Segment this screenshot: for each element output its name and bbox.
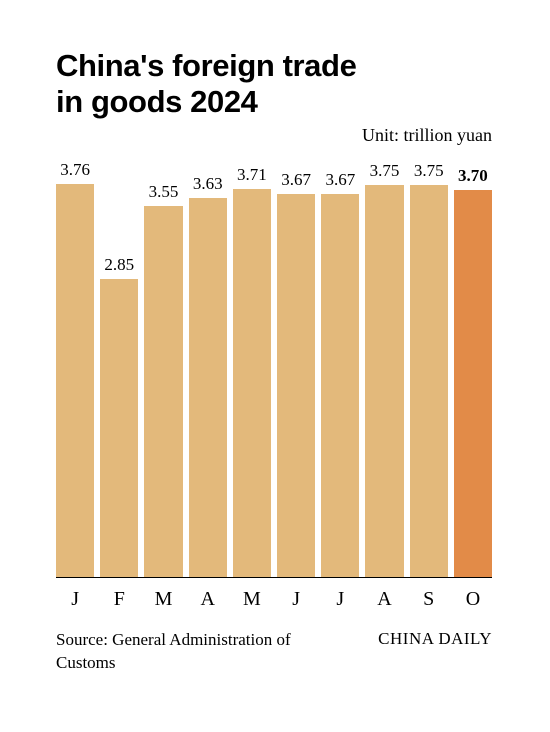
x-axis-label: S [410,588,448,611]
bar-value-label: 3.67 [281,170,311,190]
x-axis-label: J [321,588,359,611]
x-axis-label: A [365,588,403,611]
x-axis-label: J [56,588,94,611]
source-label: Source: General Administration of Custom… [56,629,336,675]
bar-value-label: 3.55 [149,182,179,202]
bar-rect [410,185,448,578]
bars-group: 3.76 2.85 3.55 3.63 3.71 3.67 3.67 3.75 3.75 3.70 [56,148,492,578]
x-axis-label: O [454,588,492,611]
bar-column: 3.75 [365,148,403,578]
bar-value-label: 3.67 [325,170,355,190]
unit-label: Unit: trillion yuan [56,125,492,146]
chart-container: China's foreign trade in goods 2024 Unit… [0,0,550,732]
bar-value-label: 3.63 [193,174,223,194]
bar-value-label: 3.76 [60,160,90,180]
bar-column: 3.67 [277,148,315,578]
bar-rect [454,190,492,578]
bar-value-label: 3.71 [237,165,267,185]
brand-label: CHINA DAILY [378,629,492,649]
bar-value-label: 3.75 [414,161,444,181]
bar-column: 3.71 [233,148,271,578]
chart-plot-area: 3.76 2.85 3.55 3.63 3.71 3.67 3.67 3.75 3.75 3.70 [56,148,510,578]
bar-value-label: 3.70 [458,166,488,186]
bar-column: 3.76 [56,148,94,578]
bar-rect [233,189,271,578]
bar-value-label: 2.85 [104,255,134,275]
x-axis-label: M [233,588,271,611]
bar-rect [100,279,138,578]
bar-rect [277,194,315,578]
x-axis-labels: JFMAMJJASO [56,588,492,611]
bar-rect [144,206,182,578]
bar-rect [56,184,94,578]
bar-value-label: 3.75 [370,161,400,181]
bar-column: 3.75 [410,148,448,578]
bar-column: 3.55 [144,148,182,578]
bar-column: 2.85 [100,148,138,578]
title-line-2: in goods 2024 [56,84,258,119]
chart-footer: Source: General Administration of Custom… [56,629,492,675]
x-axis-label: M [144,588,182,611]
bar-column: 3.63 [189,148,227,578]
x-axis-label: J [277,588,315,611]
chart-title: China's foreign trade in goods 2024 [56,48,510,119]
bar-rect [365,185,403,578]
x-axis-baseline [56,577,492,578]
x-axis-label: F [100,588,138,611]
x-axis-label: A [189,588,227,611]
bar-column: 3.70 [454,148,492,578]
title-line-1: China's foreign trade [56,48,356,83]
bar-rect [321,194,359,578]
bar-column: 3.67 [321,148,359,578]
bar-rect [189,198,227,578]
